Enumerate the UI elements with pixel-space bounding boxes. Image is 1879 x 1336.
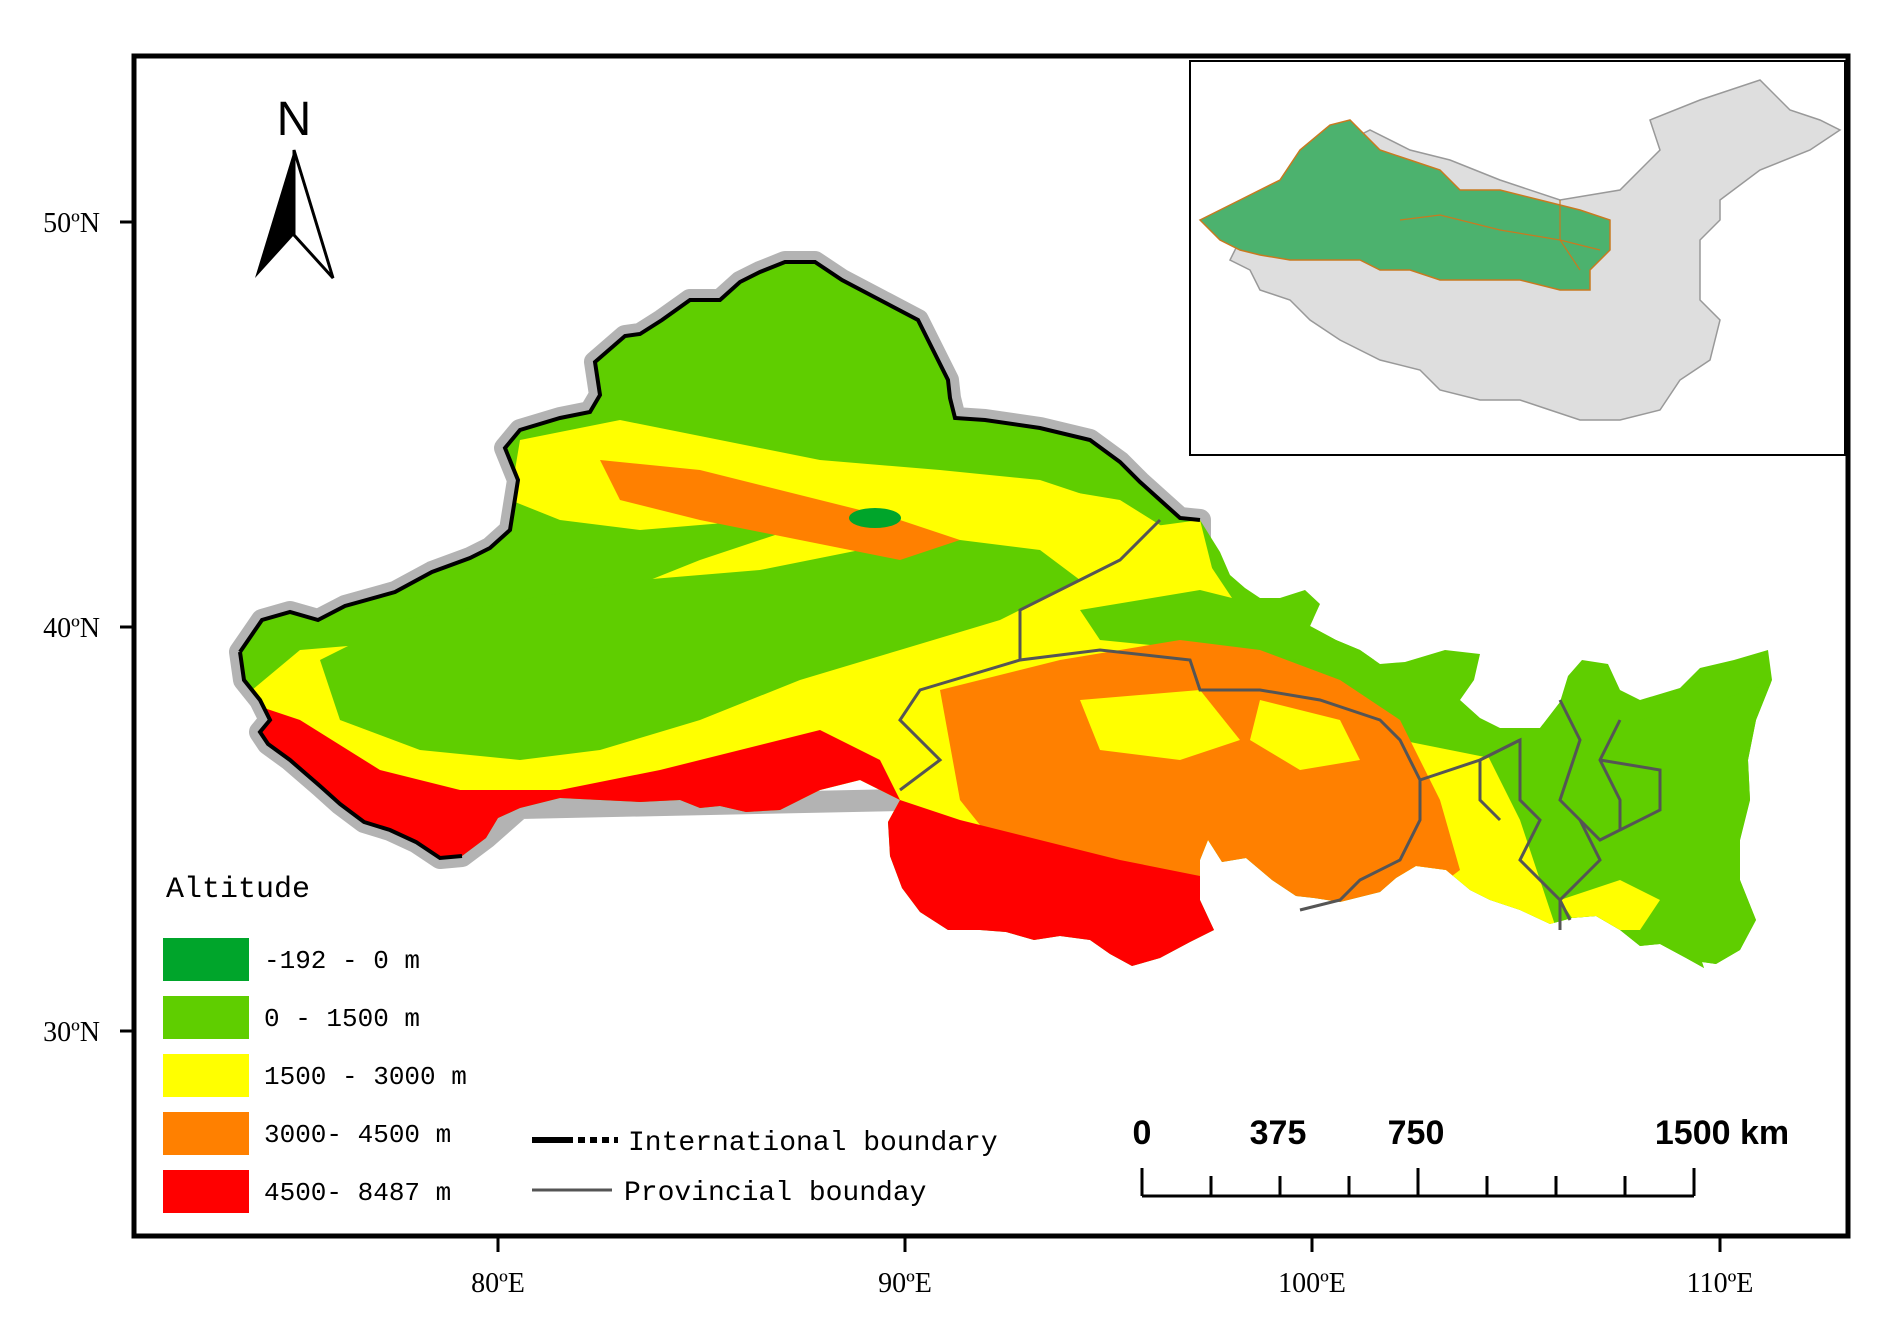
legend-swatch-3	[163, 1054, 249, 1097]
inset-study-area	[1198, 119, 1611, 291]
lon-label-100: 100ºE	[1278, 1268, 1346, 1299]
north-arrow: N	[255, 93, 335, 280]
provincial-boundary-label: Provincial bounday	[624, 1178, 926, 1209]
scale-label-1500: 1500 km	[1655, 1114, 1789, 1152]
lon-label-110: 110ºE	[1687, 1268, 1754, 1299]
inset-map	[1189, 60, 1846, 456]
international-boundary	[238, 260, 1201, 654]
international-boundary-label: International boundary	[628, 1128, 998, 1159]
legend-swatch-2	[163, 996, 249, 1039]
scale-label-750: 750	[1388, 1114, 1445, 1152]
lon-label-90: 90ºE	[878, 1268, 932, 1299]
lat-label-40: 40ºN	[43, 613, 100, 644]
legend-label-4: 3000- 4500 m	[264, 1120, 451, 1150]
scale-label-375: 375	[1250, 1114, 1307, 1152]
legend-label-3: 1500 - 3000 m	[264, 1062, 467, 1092]
scale-label-0: 0	[1133, 1114, 1152, 1152]
legend-label-1: -192 - 0 m	[264, 946, 420, 976]
lon-label-80: 80ºE	[471, 1268, 525, 1299]
legend-labels: -192 - 0 m 0 - 1500 m 1500 - 3000 m 3000…	[264, 946, 467, 1208]
lat-label-50: 50ºN	[43, 208, 100, 239]
scale-bar: 0 375 750 1500 km	[1133, 1114, 1789, 1198]
legend-swatch-5	[163, 1170, 249, 1213]
latitude-axis: 50ºN 40ºN 30ºN	[43, 208, 134, 1048]
north-arrow-label: N	[277, 93, 312, 146]
provincial-boundaries	[898, 518, 1662, 930]
legend-swatch-1	[163, 938, 249, 981]
legend-swatch-4	[163, 1112, 249, 1155]
boundary-legend: International boundary Provincial bounda…	[532, 1128, 998, 1209]
north-arrow-left-icon	[255, 150, 294, 278]
longitude-axis: 80ºE 90ºE 100ºE 110ºE	[471, 1236, 1753, 1299]
legend-label-2: 0 - 1500 m	[264, 1004, 420, 1034]
legend-title: Altitude	[166, 873, 310, 907]
lat-label-30: 30ºN	[43, 1017, 100, 1048]
legend-label-5: 4500- 8487 m	[264, 1178, 451, 1208]
north-arrow-right-icon	[292, 149, 335, 280]
legend-swatches	[163, 938, 249, 1213]
